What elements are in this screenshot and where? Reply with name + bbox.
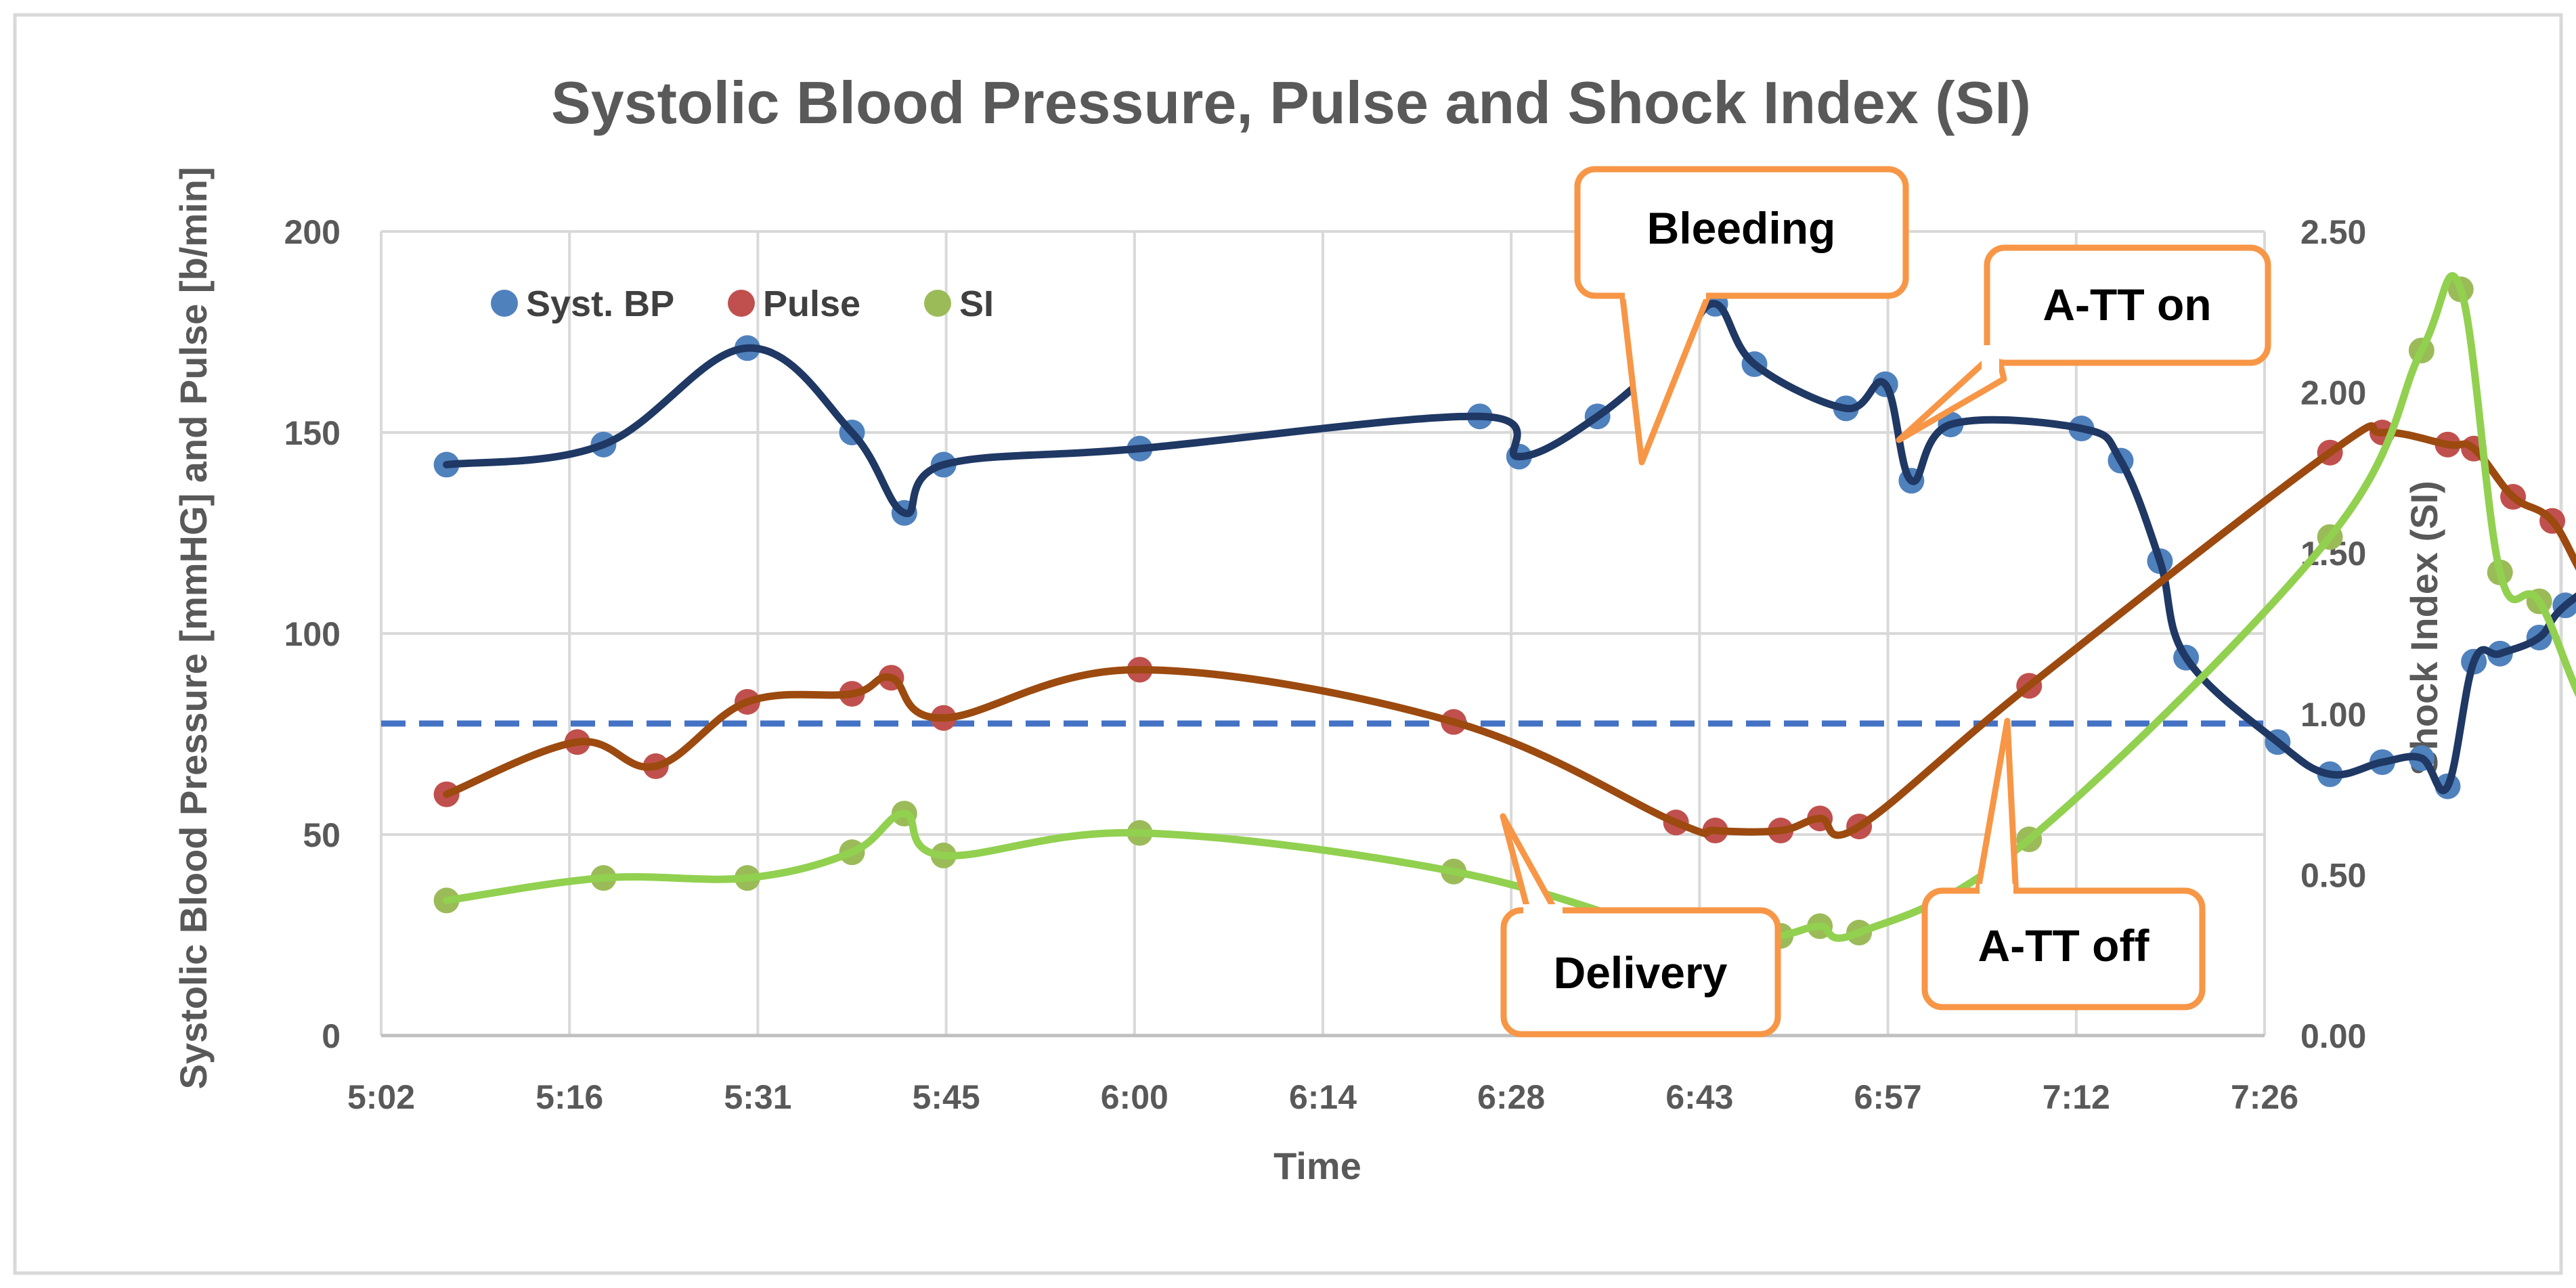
callout-bleeding-box: [1574, 166, 1909, 299]
x-tick-label: 6:43: [1665, 1078, 1733, 1116]
callout-delivery-box: [1500, 907, 1781, 1038]
callout-bleeding-seam: [1625, 287, 1706, 299]
chart-title: Systolic Blood Pressure, Pulse and Shock…: [551, 69, 2031, 136]
legend-marker-si: [924, 290, 951, 317]
pulse-line: [443, 422, 2576, 839]
callout-att-off: A-TT off: [1921, 717, 2206, 1011]
y-left-tick-label: 100: [284, 615, 341, 653]
legend-label-pulse: Pulse: [763, 284, 860, 324]
x-tick-label: 6:57: [1854, 1078, 1922, 1116]
si-line: [443, 272, 2576, 950]
y-right-axis-label-text: Shock Index (SI): [2403, 481, 2445, 776]
callout-delivery: Delivery: [1500, 813, 1781, 1038]
legend-marker-bp: [491, 290, 518, 317]
series-si: [433, 272, 2576, 958]
x-tick-label: 7:26: [2231, 1078, 2298, 1116]
x-tick-label: 5:16: [536, 1078, 603, 1116]
callout-att-off-box: [1921, 887, 2206, 1011]
x-tick-label: 5:31: [724, 1078, 791, 1116]
callout-delivery-label: Delivery: [1554, 948, 1728, 998]
x-tick-label: 5:45: [913, 1078, 980, 1116]
tick-labels: 5:02 5:16 5:31 5:45 6:00 6:14 6:28 6:43 6:57 7:12…: [284, 213, 2367, 1116]
legend-label-si: SI: [959, 284, 994, 324]
callout-att-on: A-TT on: [1896, 244, 2271, 443]
series-bp: [433, 290, 2576, 799]
callout-att-off-seam: [1980, 884, 2013, 897]
plot-area: [433, 272, 2576, 958]
bp-line: [443, 300, 2576, 795]
callout-bleeding-label: Bleeding: [1647, 203, 1836, 253]
x-tick-label: 7:12: [2043, 1078, 2110, 1116]
y-left-tick-label: 150: [284, 414, 341, 452]
legend-label-bp: Syst. BP: [526, 284, 674, 324]
y-left-tick-label: 200: [284, 213, 341, 251]
y-right-tick-label: 0.50: [2300, 856, 2366, 894]
x-tick-label: 6:00: [1101, 1078, 1169, 1116]
x-axis-label: Time: [1273, 1145, 1361, 1187]
y-left-tick-label: 0: [322, 1017, 341, 1055]
legend: Syst. BP Pulse SI: [491, 284, 994, 324]
callout-att-off-label: A-TT off: [1978, 920, 2150, 971]
callout-delivery-seam: [1523, 904, 1563, 916]
y-right-tick-label: 2.00: [2300, 374, 2366, 412]
callout-att-on-label: A-TT on: [2043, 280, 2211, 330]
y-right-tick-label: 0.00: [2300, 1017, 2366, 1055]
y-right-tick-label: 1.00: [2300, 696, 2366, 734]
legend-marker-pulse: [728, 290, 755, 317]
x-tick-label: 6:28: [1477, 1078, 1545, 1116]
callout-bleeding: Bleeding: [1574, 166, 1909, 466]
y-left-tick-label: 50: [303, 816, 341, 854]
callout-att-on-box: [1984, 244, 2271, 366]
callout-att-on-seam: [1982, 345, 1999, 372]
series-pulse: [433, 420, 2576, 844]
x-tick-label: 6:14: [1289, 1078, 1357, 1116]
y-left-axis-label-text: Systolic Blood Pressure [mmHG] and Pulse…: [172, 167, 215, 1090]
x-tick-label: 5:02: [347, 1078, 415, 1116]
y-right-tick-label: 2.50: [2300, 213, 2366, 251]
y-left-axis-label: Systolic Blood Pressure [mmHG] and Pulse…: [172, 167, 215, 1090]
y-right-axis-label: Shock Index (SI): [2403, 481, 2445, 776]
